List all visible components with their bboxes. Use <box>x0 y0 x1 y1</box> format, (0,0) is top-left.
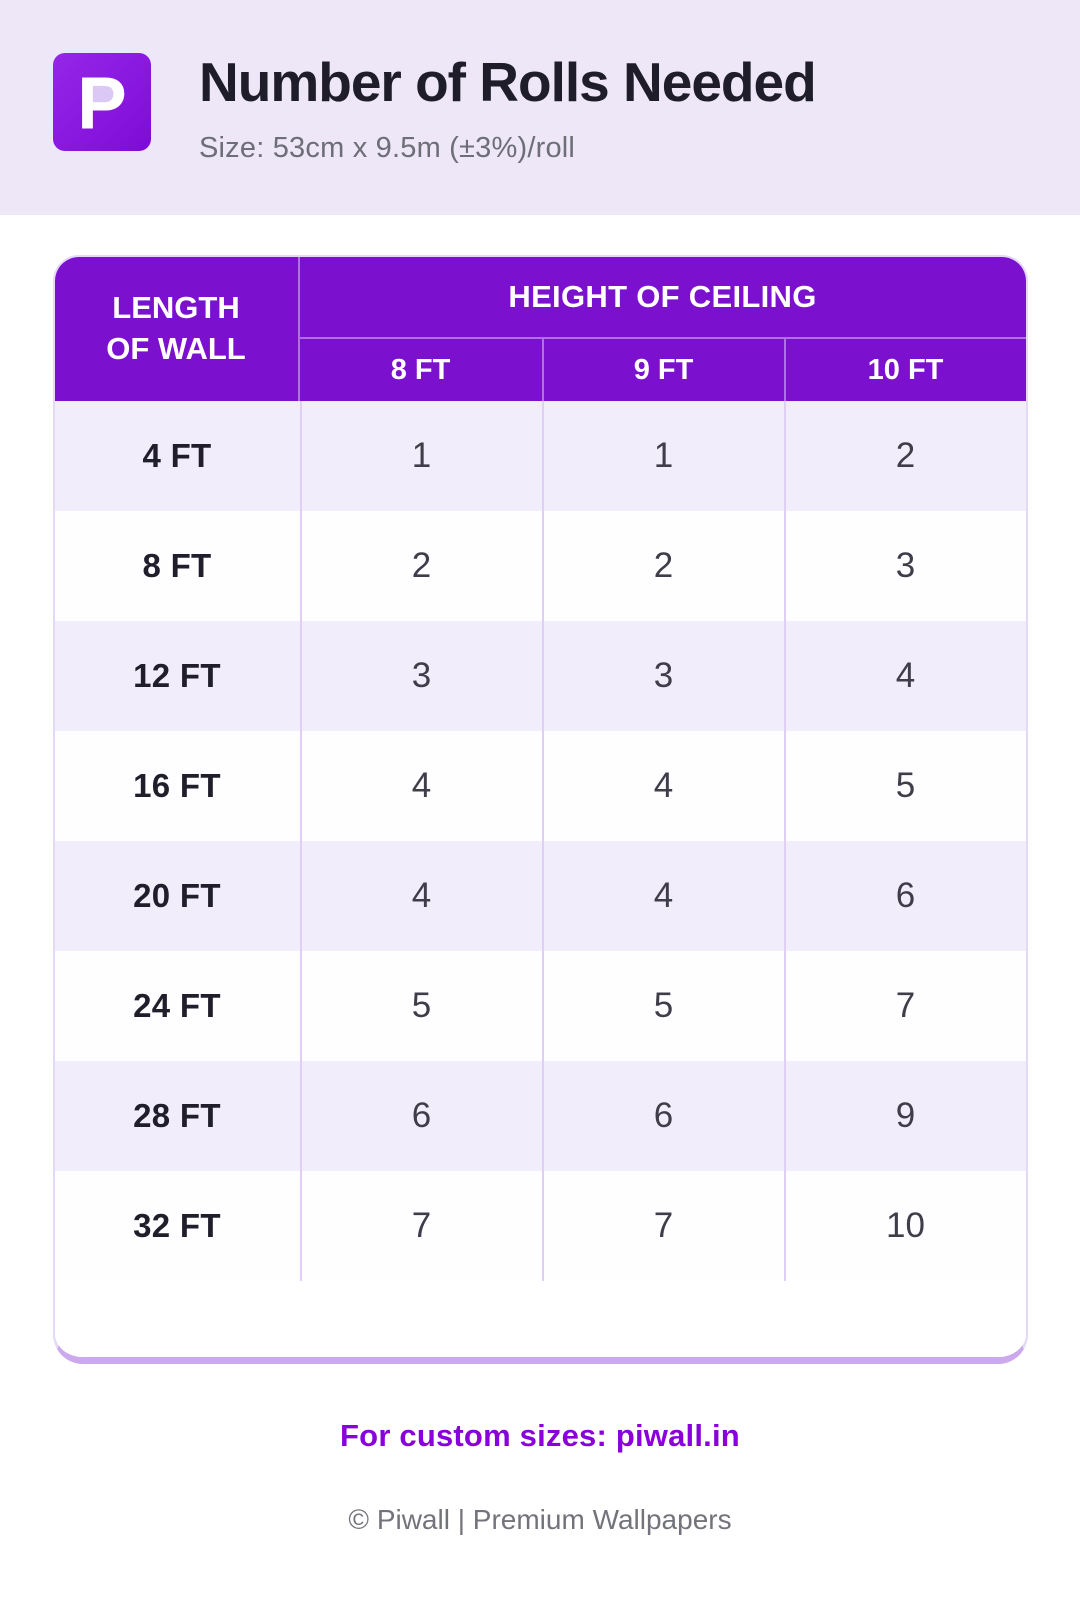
row-label: 4 FT <box>142 437 212 474</box>
row-label: 20 FT <box>133 877 221 914</box>
page-subtitle: Size: 53cm x 9.5m (±3%)/roll <box>199 132 576 164</box>
table-row: 32 FT 7 7 10 <box>54 1171 1026 1281</box>
table-cell: 7 <box>299 1171 542 1281</box>
corner-header-line2: OF WALL <box>106 331 246 366</box>
table-header: LENGTH OF WALL HEIGHT OF CEILING 8 FT 9 … <box>54 257 1026 401</box>
table-row: 20 FT 4 4 6 <box>54 841 1026 951</box>
page-title: Number of Rolls Needed <box>199 51 817 113</box>
table-cell: 9 <box>783 1061 1026 1171</box>
table-cell: 5 <box>299 951 542 1061</box>
logo-letter: P <box>77 61 127 144</box>
header-text: Number of Rolls Needed Size: 53cm x 9.5m… <box>199 51 817 165</box>
table-row: 16 FT 4 4 5 <box>54 731 1026 841</box>
table-cell: 2 <box>541 511 784 621</box>
row-label: 32 FT <box>133 1207 221 1244</box>
table-cell: 3 <box>541 621 784 731</box>
card-bottom-padding <box>54 1281 1026 1357</box>
table-cell: 4 <box>299 731 542 841</box>
table-row: 12 FT 3 3 4 <box>54 621 1026 731</box>
row-label: 8 FT <box>142 547 212 584</box>
table-header-right: HEIGHT OF CEILING 8 FT 9 FT 10 FT <box>299 257 1026 401</box>
sub-header-row: 8 FT 9 FT 10 FT <box>300 339 1026 401</box>
table-cell: 3 <box>783 511 1026 621</box>
table-cell: 4 <box>299 841 542 951</box>
table-cell: 3 <box>299 621 542 731</box>
table-cell: 4 <box>541 731 784 841</box>
col-header-length-of-wall: LENGTH OF WALL <box>55 257 300 401</box>
table-row: 28 FT 6 6 9 <box>54 1061 1026 1171</box>
col-group-header-height-of-ceiling: HEIGHT OF CEILING <box>299 257 1026 339</box>
table-cell: 5 <box>783 731 1026 841</box>
col-header-9ft: 9 FT <box>541 339 784 401</box>
row-label: 12 FT <box>133 657 221 694</box>
table-cell: 7 <box>541 1171 784 1281</box>
table-row: 24 FT 5 5 7 <box>54 951 1026 1061</box>
table-cell: 10 <box>783 1171 1026 1281</box>
piwall-link[interactable]: piwall.in <box>615 1418 740 1453</box>
custom-sizes-label: For custom sizes: <box>340 1418 608 1453</box>
table-body: 4 FT 1 1 2 8 FT 2 2 3 12 FT 3 3 4 16 FT … <box>54 401 1026 1281</box>
row-label: 16 FT <box>133 767 221 804</box>
custom-sizes-line: For custom sizes: piwall.in <box>0 1418 1080 1454</box>
table-cell: 4 <box>541 841 784 951</box>
row-label: 24 FT <box>133 987 221 1024</box>
corner-header-line1: LENGTH <box>112 290 240 326</box>
table-row: 4 FT 1 1 2 <box>54 401 1026 511</box>
copyright: © Piwall | Premium Wallpapers <box>348 1504 732 1535</box>
table-cell: 7 <box>783 951 1026 1061</box>
table-cell: 2 <box>299 511 542 621</box>
col-header-10ft: 10 FT <box>783 339 1026 401</box>
row-label: 28 FT <box>133 1097 221 1134</box>
col-header-8ft: 8 FT <box>390 353 451 386</box>
piwall-logo: P <box>53 53 151 151</box>
table-cell: 1 <box>299 401 542 511</box>
table-cell: 1 <box>541 401 784 511</box>
table-cell: 4 <box>783 621 1026 731</box>
table-cell: 6 <box>783 841 1026 951</box>
table-cell: 6 <box>299 1061 542 1171</box>
table-cell: 2 <box>783 401 1026 511</box>
piwall-logo-icon: P <box>53 53 151 151</box>
table-cell: 5 <box>541 951 784 1061</box>
table-row: 8 FT 2 2 3 <box>54 511 1026 621</box>
table-cell: 6 <box>541 1061 784 1171</box>
header: P Number of Rolls Needed Size: 53cm x 9.… <box>0 0 1080 215</box>
rolls-needed-table: LENGTH OF WALL HEIGHT OF CEILING 8 FT 9 … <box>52 255 1028 1364</box>
